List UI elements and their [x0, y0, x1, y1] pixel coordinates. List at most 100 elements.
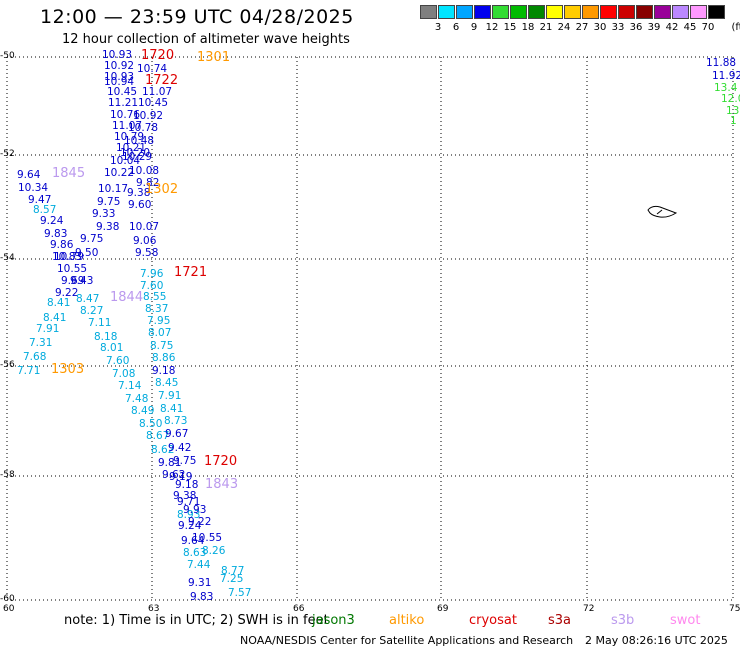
wave-height-label: 8.73 — [164, 415, 188, 427]
legend-label: 15 — [503, 22, 517, 33]
pass-time-label: 1302 — [145, 182, 179, 197]
wave-height-label: 10.79 — [54, 251, 85, 263]
wave-height-label: 7.31 — [29, 337, 53, 349]
wave-height-label: 9.06 — [133, 235, 157, 247]
credit-line: NOAA/NESDIS Center for Satellite Applica… — [240, 634, 574, 647]
wave-height-label: 7.91 — [158, 390, 182, 402]
wave-height-label: 7.57 — [228, 587, 252, 599]
wave-height-label: 9.38 — [127, 187, 151, 199]
lat-label: -60 — [0, 594, 15, 604]
wave-height-label: 9.69 — [61, 275, 85, 287]
legend-swatch — [690, 5, 707, 19]
wave-height-label: 9.42 — [168, 442, 192, 454]
legend-swatch — [636, 5, 653, 19]
wave-height-label: 10.55 — [57, 263, 88, 275]
wave-height-label: 9.58 — [135, 247, 159, 259]
wave-height-label: 10.93 — [104, 71, 135, 83]
wave-height-label: 9.62 — [162, 469, 186, 481]
wave-height-label: 10.74 — [137, 63, 168, 75]
wave-height-label: 13 — [726, 105, 740, 117]
lat-lon-grid — [6, 56, 734, 601]
legend-label: 39 — [647, 22, 661, 33]
wave-height-label: 10.78 — [128, 122, 159, 134]
wave-height-label: 8.49 — [131, 405, 155, 417]
legend-label: 18 — [521, 22, 535, 33]
wave-height-label: 11.07 — [112, 120, 143, 132]
satellite-name: s3a — [548, 613, 572, 628]
wave-height-label: 9.67 — [165, 428, 189, 440]
wave-height-label: 8.57 — [33, 204, 57, 216]
legend-label: 12 — [485, 22, 499, 33]
legend-label: 3 — [434, 22, 442, 33]
pass-time-label: 1303 — [51, 362, 85, 377]
lon-label: 63 — [148, 604, 160, 614]
satellite-name: swot — [670, 613, 701, 628]
wave-height-label: 9.64 — [181, 535, 205, 547]
wave-height-label: 8.55 — [143, 291, 167, 303]
footer-note: note: 1) Time is in UTC; 2) SWH is in fe… — [64, 613, 329, 628]
wave-height-label: 8.86 — [152, 352, 176, 364]
wave-height-label: 9.47 — [28, 194, 52, 206]
wave-height-label: 7.11 — [88, 317, 112, 329]
wave-height-label: 8.45 — [155, 377, 179, 389]
wave-height-label: 10.76 — [110, 109, 141, 121]
legend-label: 21 — [539, 22, 553, 33]
wave-height-label: 9.24 — [40, 215, 64, 227]
wave-height-label: 9.24 — [178, 520, 202, 532]
map-title: 12:00 — 23:59 UTC 04/28/2025 — [40, 6, 354, 28]
legend-swatch — [708, 5, 725, 19]
legend-label: 42 — [665, 22, 679, 33]
legend-label: 30 — [593, 22, 607, 33]
wave-height-label: 7.25 — [220, 573, 244, 585]
wave-height-label: 8.50 — [139, 418, 163, 430]
wave-height-label: 9.38 — [173, 490, 197, 502]
wave-height-label: 10.20 — [120, 147, 151, 159]
wave-height-label: 9.18 — [175, 479, 199, 491]
wave-height-label: 8.67 — [146, 430, 170, 442]
legend-swatch — [492, 5, 509, 19]
wave-height-label: 9.33 — [92, 208, 116, 220]
wave-height-label: 9.81 — [158, 457, 182, 469]
wave-height-label: 1 — [730, 115, 737, 127]
wave-height-label: 9.43 — [70, 275, 94, 287]
lon-label: 60 — [3, 604, 15, 614]
wave-height-label: 10.17 — [98, 183, 129, 195]
wave-height-label: 9.75 — [173, 455, 197, 467]
legend-swatch — [420, 5, 437, 19]
satellite-name: cryosat — [469, 613, 517, 628]
wave-height-label: 13.4 — [714, 82, 738, 94]
legend-swatch — [474, 5, 491, 19]
satellite-name: s3b — [611, 613, 635, 628]
wave-height-label: 9.86 — [50, 239, 74, 251]
lon-label: 75 — [729, 604, 740, 614]
legend-label: 24 — [557, 22, 571, 33]
lat-label: -50 — [0, 51, 15, 61]
pass-time-label: 1844 — [110, 290, 144, 305]
wave-height-label: 10.07 — [129, 221, 160, 233]
wave-height-label: 10.08 — [129, 165, 160, 177]
wave-height-label: 8.41 — [47, 297, 71, 309]
wave-height-label: 8.27 — [80, 305, 104, 317]
lon-label: 66 — [293, 604, 305, 614]
legend-swatch — [528, 5, 545, 19]
wave-height-label: 9.93 — [183, 504, 207, 516]
pass-time-label: 1721 — [174, 265, 208, 280]
wave-height-label: 8.93 — [177, 509, 201, 521]
legend-label: 70 — [701, 22, 715, 33]
wave-height-label: 8.18 — [94, 331, 118, 343]
pass-time-label: 1722 — [145, 73, 179, 88]
wave-height-label: 10.92 — [133, 110, 164, 122]
wave-height-label: 8.47 — [76, 293, 100, 305]
legend-swatch — [654, 5, 671, 19]
wave-height-label: 7.48 — [125, 393, 149, 405]
island-tail — [656, 209, 663, 215]
wave-height-label: 11.92 — [712, 70, 740, 82]
lon-label: 72 — [583, 604, 595, 614]
legend-swatch — [438, 5, 455, 19]
satellite-name: altiko — [389, 613, 425, 628]
wave-height-label: 7.96 — [140, 268, 164, 280]
legend-label: 6 — [452, 22, 460, 33]
wave-height-label: 9.22 — [55, 287, 79, 299]
legend-swatch — [618, 5, 635, 19]
